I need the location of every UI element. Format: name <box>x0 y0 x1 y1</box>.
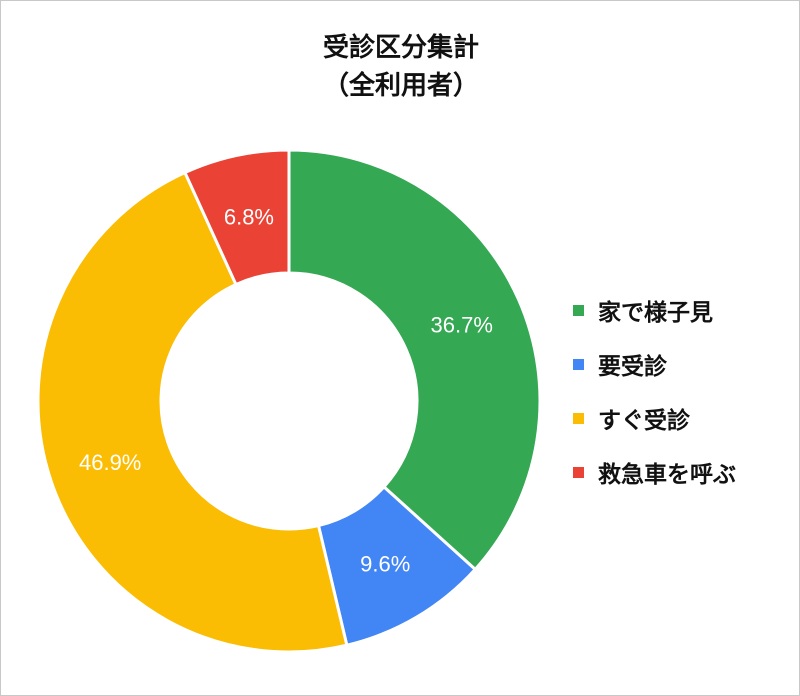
legend-item: すぐ受診 <box>573 391 736 445</box>
chart-title: 受診区分集計 <box>322 33 479 63</box>
chart-subtitle: （全利用者） <box>322 71 479 101</box>
legend-label: 救急車を呼ぶ <box>598 462 736 488</box>
legend-label: 要受診 <box>598 354 667 380</box>
slice-3 <box>36 170 349 654</box>
data-label: 9.6% <box>360 552 410 577</box>
legend-item: 要受診 <box>573 337 736 391</box>
legend-label: 家で様子見 <box>598 300 713 326</box>
legend: 家で様子見要受診すぐ受診救急車を呼ぶ <box>573 283 736 499</box>
data-label: 6.8% <box>224 204 274 229</box>
legend-swatch <box>573 412 584 424</box>
slice-1 <box>287 148 542 572</box>
legend-swatch <box>573 304 584 316</box>
legend-item: 家で様子見 <box>573 283 736 337</box>
legend-swatch <box>573 358 584 370</box>
data-label: 36.7% <box>431 312 493 337</box>
chart-title-block: 受診区分集計 （全利用者） <box>1 29 799 105</box>
slice-4 <box>183 148 291 287</box>
legend-item: 救急車を呼ぶ <box>573 445 736 499</box>
data-label: 46.9% <box>79 450 141 475</box>
legend-swatch <box>573 466 584 478</box>
legend-label: すぐ受診 <box>598 408 690 434</box>
